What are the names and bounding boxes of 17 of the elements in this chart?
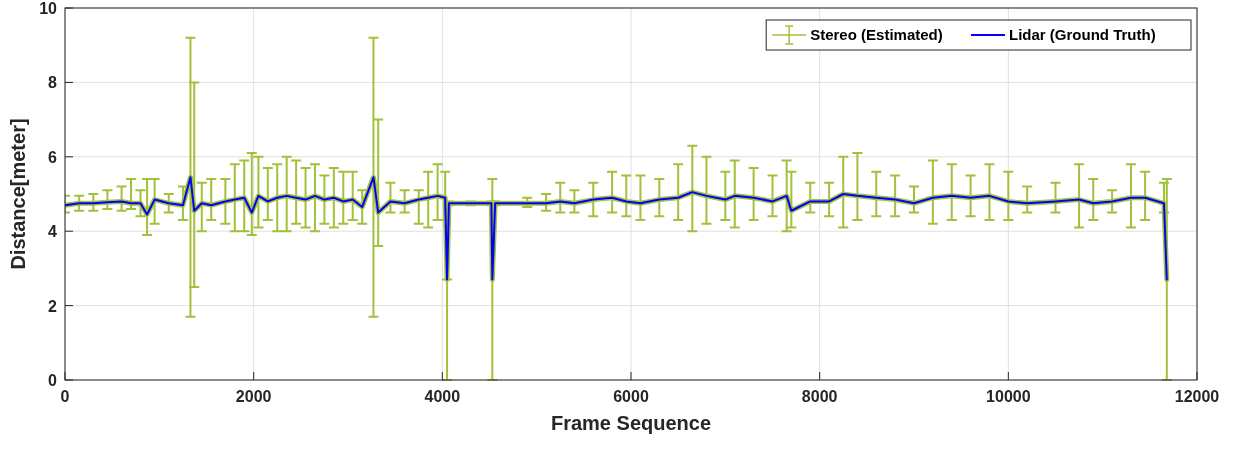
y-tick-label: 10 — [39, 0, 58, 17]
x-tick-label: 6000 — [613, 388, 649, 405]
x-axis-title: Frame Sequence — [550, 412, 712, 434]
x-tick-label: 12000 — [1174, 388, 1220, 405]
y-tick-label: 2 — [48, 297, 58, 315]
legend-label: Stereo (Estimated) — [810, 26, 943, 43]
y-tick-label: 0 — [48, 372, 58, 389]
legend-label: Lidar (Ground Truth) — [1009, 26, 1156, 43]
x-tick-label: 10000 — [986, 388, 1031, 405]
x-tick-label: 2000 — [235, 388, 272, 405]
x-tick-label: 8000 — [801, 388, 838, 405]
y-tick-label: 8 — [48, 74, 58, 92]
x-tick-label: 0 — [60, 388, 70, 405]
y-axis-title: Distance[meter] — [7, 118, 29, 270]
x-tick-label: 4000 — [424, 388, 461, 405]
y-tick-label: 4 — [48, 223, 58, 241]
y-tick-label: 6 — [48, 148, 58, 166]
